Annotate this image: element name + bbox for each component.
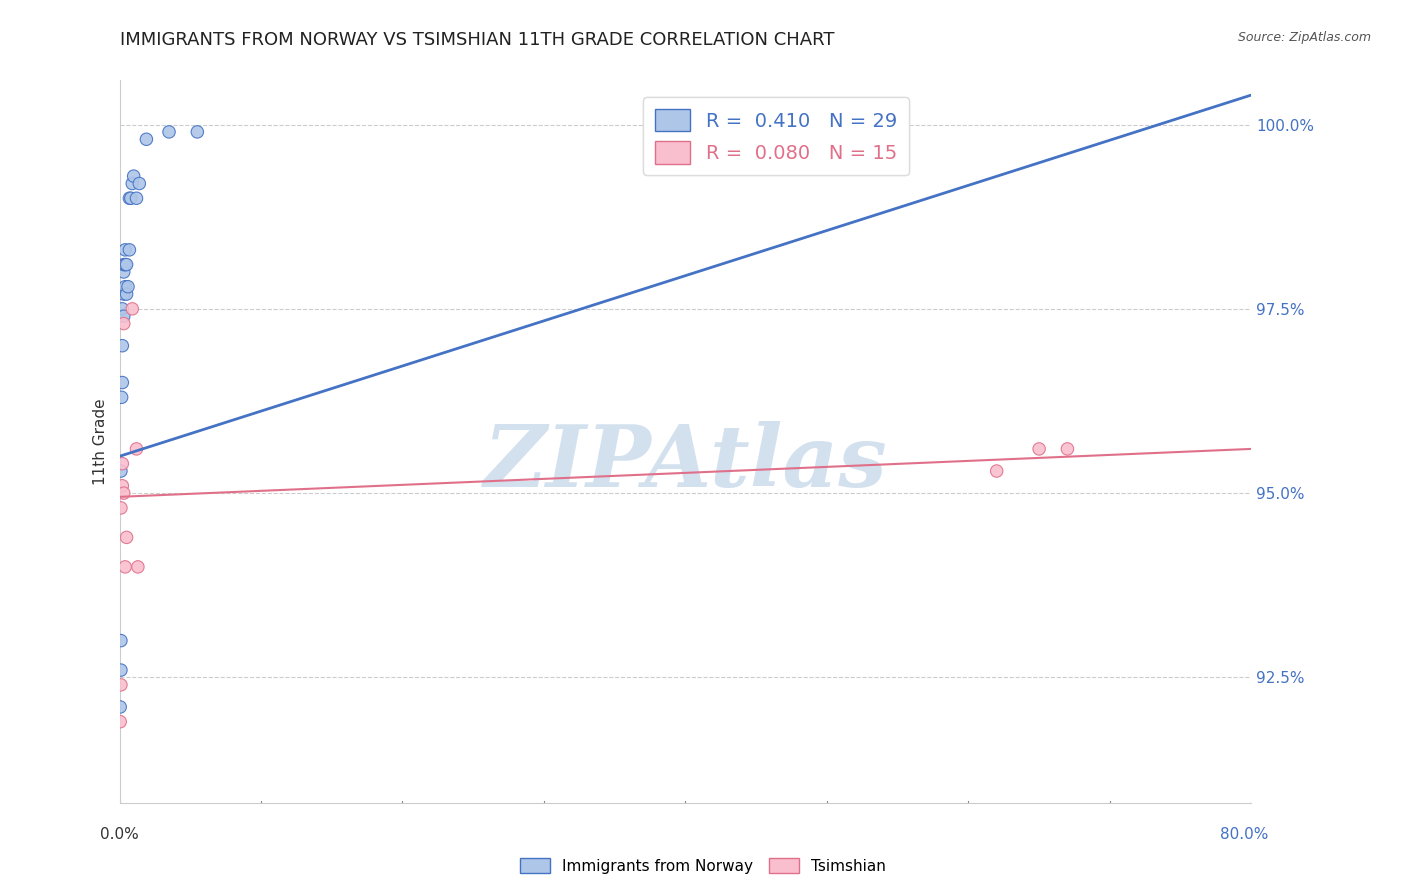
Legend: Immigrants from Norway, Tsimshian: Immigrants from Norway, Tsimshian: [513, 852, 893, 880]
Point: [112, 258, 135, 272]
Point: [645, 118, 668, 132]
Point: [110, 464, 132, 478]
Text: 80.0%: 80.0%: [1220, 827, 1268, 841]
Text: IMMIGRANTS FROM NORWAY VS TSIMSHIAN 11TH GRADE CORRELATION CHART: IMMIGRANTS FROM NORWAY VS TSIMSHIAN 11TH…: [120, 31, 834, 49]
Point: [111, 301, 134, 316]
Point: [114, 243, 136, 257]
Point: [127, 560, 149, 574]
Point: [986, 464, 1008, 478]
Point: [110, 663, 132, 677]
Text: Source: ZipAtlas.com: Source: ZipAtlas.com: [1237, 31, 1371, 45]
Point: [110, 633, 132, 648]
Point: [112, 486, 135, 500]
Point: [112, 309, 135, 323]
Point: [114, 279, 136, 293]
Point: [112, 317, 135, 331]
Point: [118, 191, 141, 205]
Point: [157, 125, 180, 139]
Point: [120, 191, 142, 205]
Text: 0.0%: 0.0%: [100, 827, 139, 841]
Y-axis label: 11th Grade: 11th Grade: [93, 398, 108, 485]
Point: [122, 169, 145, 183]
Point: [111, 339, 134, 353]
Point: [121, 177, 143, 191]
Point: [110, 714, 132, 729]
Point: [110, 700, 132, 714]
Point: [112, 287, 135, 301]
Point: [125, 191, 148, 205]
Point: [186, 125, 208, 139]
Legend: R =  0.410   N = 29, R =  0.080   N = 15: R = 0.410 N = 29, R = 0.080 N = 15: [644, 97, 908, 175]
Point: [110, 500, 132, 515]
Text: ZIPAtlas: ZIPAtlas: [484, 421, 887, 505]
Point: [115, 258, 138, 272]
Point: [111, 479, 134, 493]
Point: [1056, 442, 1078, 456]
Point: [112, 265, 135, 279]
Point: [121, 301, 143, 316]
Point: [1028, 442, 1050, 456]
Point: [125, 442, 148, 456]
Point: [135, 132, 157, 146]
Point: [111, 457, 134, 471]
Point: [111, 390, 134, 404]
Point: [117, 279, 139, 293]
Point: [114, 560, 136, 574]
Point: [115, 530, 138, 544]
Point: [114, 258, 136, 272]
Point: [111, 376, 134, 390]
Point: [118, 243, 141, 257]
Point: [110, 678, 132, 692]
Point: [128, 177, 150, 191]
Point: [115, 287, 138, 301]
